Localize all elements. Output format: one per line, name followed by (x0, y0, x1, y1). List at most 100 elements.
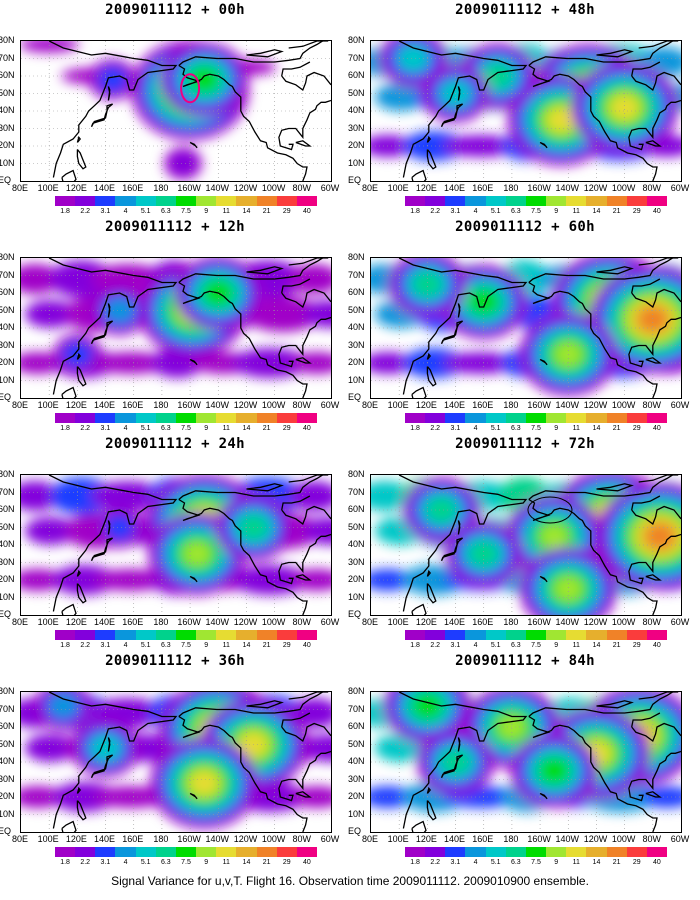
coastline (246, 49, 284, 58)
colorbar-label: 11 (222, 859, 230, 866)
x-tick-label: 180 (153, 400, 169, 410)
coastline (457, 303, 461, 318)
colorbar-swatch (566, 196, 587, 206)
variance-patch (371, 786, 414, 808)
coastline (178, 498, 308, 615)
coastline (440, 320, 464, 345)
colorbar-swatch (626, 847, 647, 857)
coastline (178, 281, 308, 398)
coastline (457, 520, 461, 535)
coastline (411, 169, 427, 181)
x-tick-label: 160E (472, 834, 494, 844)
x-tick-label: 80E (361, 183, 378, 193)
x-tick-label: 80E (11, 400, 28, 410)
forecast-panel: 2009011112 + 48h 80N 70N 60N 50N 40N 30N 20N 10N… (348, 0, 700, 218)
coastline (638, 475, 679, 483)
variance-patch (442, 352, 519, 374)
colorbar-swatch (216, 413, 237, 423)
y-tick-label: 80N (0, 35, 15, 45)
coastline (48, 41, 178, 178)
colorbar-label: 6.3 (510, 208, 521, 215)
coastline (528, 692, 674, 717)
y-tick-label: 30N (348, 122, 365, 133)
colorbar-label: 21 (612, 642, 621, 649)
colorbar-swatch (566, 413, 587, 423)
x-tick-label: 160W (527, 834, 551, 844)
x-tick-label: 120W (583, 617, 608, 627)
map-canvas (21, 41, 331, 181)
y-tick-label: 10N (0, 157, 15, 168)
x-tick-label: 140W (205, 617, 230, 627)
colorbar-label: 11 (572, 642, 580, 649)
x-tick-label: 180 (503, 400, 519, 410)
coastline (281, 495, 311, 511)
y-tick-label: 50N (0, 304, 15, 315)
variance-patch (402, 348, 467, 378)
y-tick-label: EQ (348, 609, 362, 619)
x-tick-label: 120E (415, 617, 437, 627)
variance-map (20, 691, 332, 833)
x-tick-label: 80E (361, 834, 378, 844)
colorbar-swatch (115, 630, 136, 640)
y-tick-label: 40N (348, 539, 365, 549)
colorbar-swatch (646, 196, 668, 206)
y-tick-label: 80N (348, 252, 365, 262)
coastline (61, 820, 77, 832)
coastline (178, 258, 324, 283)
x-tick-label: 160E (472, 400, 494, 410)
colorbar-label: 1.8 (60, 642, 70, 649)
colorbar-swatch (445, 630, 466, 640)
colorbar-label: 6.3 (510, 859, 521, 866)
variance-map (370, 257, 682, 399)
colorbar-swatch (75, 413, 96, 423)
colorbar-label: 29 (632, 859, 641, 866)
colorbar-label: 5.1 (140, 642, 151, 649)
colorbar-label: 14 (592, 208, 601, 215)
coastline (288, 41, 329, 49)
coastline (48, 258, 178, 395)
colorbar-label: 7.5 (181, 425, 191, 432)
colorbar-label: 21 (612, 208, 621, 215)
coastline (426, 366, 437, 387)
coastline (631, 722, 681, 743)
colorbar-swatch (196, 413, 217, 423)
x-tick-label: 160E (122, 617, 144, 627)
y-tick-label: 50N (348, 87, 365, 98)
variance-blob (469, 541, 498, 566)
x-tick-label: 140E (444, 834, 466, 844)
x-tick-label: 100E (37, 183, 59, 193)
colorbar-label: 2.2 (430, 642, 441, 649)
x-tick-label: 100W (611, 400, 636, 410)
panel-title: 2009011112 + 60h (455, 219, 595, 235)
colorbar-label: 6.3 (160, 859, 171, 866)
coastline (628, 750, 681, 802)
colorbar-swatch (465, 847, 486, 857)
colorbar-label: 11 (222, 425, 230, 432)
colorbar-label: 14 (242, 642, 251, 649)
y-tick-label: 80N (348, 469, 365, 479)
colorbar (405, 847, 668, 857)
x-tick-label: 120W (233, 183, 258, 193)
forecast-panel: 2009011112 + 36h 80N 70N 60N 50N 40N 30N 20N 10N… (0, 651, 350, 869)
colorbar-label: 40 (653, 642, 661, 649)
colorbar-label: 29 (632, 425, 641, 432)
coastline (189, 141, 198, 149)
y-tick-label: 60N (348, 287, 365, 297)
coastline (107, 86, 111, 101)
x-tick-label: 80W (292, 400, 312, 410)
colorbar-swatch (425, 413, 446, 423)
colorbar-swatch (525, 196, 547, 206)
y-tick-label: 70N (0, 703, 15, 714)
colorbar-label: 14 (242, 208, 251, 215)
coastline (246, 483, 284, 492)
colorbar-swatch (546, 847, 567, 857)
x-tick-label: 140W (555, 617, 580, 627)
colorbar-swatch (405, 413, 426, 423)
y-tick-label: 10N (0, 374, 15, 385)
variance-patch (21, 41, 80, 53)
panel-title: 2009011112 + 84h (455, 653, 595, 669)
y-tick-label: 40N (0, 539, 15, 549)
x-tick-label: 160E (122, 183, 144, 193)
x-tick-label: 140E (94, 617, 116, 627)
variance-patch (49, 260, 114, 298)
